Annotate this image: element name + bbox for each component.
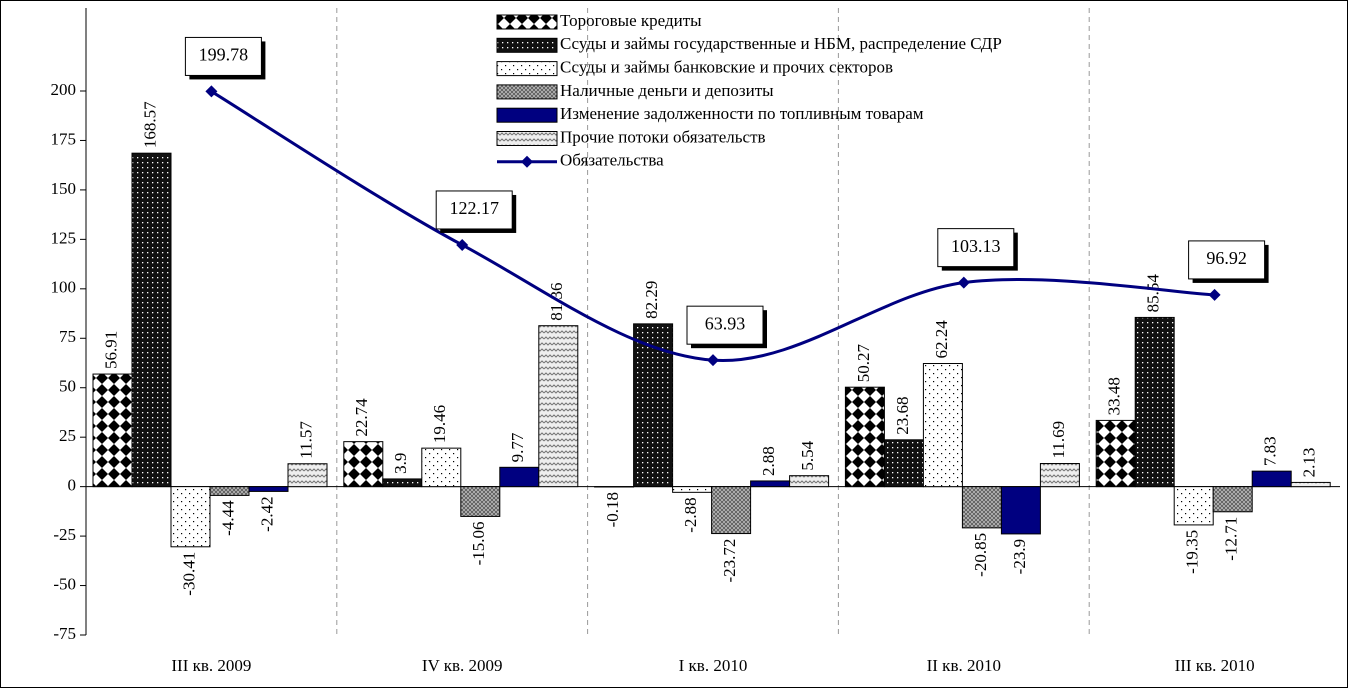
data-label: -23.72 <box>720 539 739 583</box>
y-tick-label: 175 <box>51 129 77 148</box>
legend-swatch <box>521 156 533 168</box>
data-label: -4.44 <box>218 500 237 536</box>
data-label: -2.88 <box>681 497 700 532</box>
bar <box>1291 482 1330 486</box>
bar <box>845 387 884 486</box>
data-label: -15.06 <box>469 521 488 565</box>
bar <box>383 479 422 487</box>
y-tick-label: 25 <box>59 426 76 445</box>
y-tick-label: 100 <box>51 278 77 297</box>
bar <box>1040 464 1079 487</box>
data-label: -19.35 <box>1183 530 1202 574</box>
bar <box>249 487 288 492</box>
y-tick-label: -75 <box>53 624 76 643</box>
bar <box>962 487 1001 528</box>
y-tick-label: 75 <box>59 327 76 346</box>
legend-label: Прочие потоки обязательств <box>560 127 766 146</box>
bar <box>1001 487 1040 534</box>
data-label: 2.13 <box>1300 448 1319 478</box>
data-label: 82.29 <box>642 281 661 319</box>
x-tick-label: IV кв. 2009 <box>422 656 503 675</box>
legend-label: Изменение задолженности по топливным тов… <box>560 104 924 123</box>
data-label: 103.13 <box>951 236 1001 256</box>
bar <box>93 374 132 487</box>
data-label: 85.54 <box>1144 274 1163 313</box>
x-tick-label: I кв. 2010 <box>679 656 748 675</box>
bar <box>1096 420 1135 486</box>
bar <box>923 364 962 487</box>
bar <box>751 481 790 487</box>
data-label: 22.74 <box>352 398 371 437</box>
bar <box>673 487 712 493</box>
bar <box>790 476 829 487</box>
marker <box>456 239 468 251</box>
data-label: 11.57 <box>296 421 315 459</box>
data-label: 81.36 <box>547 282 566 320</box>
data-label: -0.18 <box>603 492 622 527</box>
legend-label: Обязательства <box>560 151 664 170</box>
x-tick-label: II кв. 2010 <box>927 656 1001 675</box>
bar <box>344 442 383 487</box>
marker <box>958 277 970 289</box>
y-tick-label: 50 <box>59 377 76 396</box>
data-label: 62.24 <box>932 320 951 359</box>
legend-label: Наличные деньги и депозиты <box>560 81 774 100</box>
data-label: 5.54 <box>798 440 817 470</box>
marker <box>1209 289 1221 301</box>
data-label: -12.71 <box>1222 517 1241 561</box>
data-label: 33.48 <box>1105 377 1124 415</box>
data-label: -20.85 <box>971 533 990 577</box>
bar <box>539 326 578 487</box>
y-tick-label: -50 <box>53 574 76 593</box>
data-label: 96.92 <box>1206 248 1247 268</box>
bar <box>422 448 461 486</box>
bar <box>884 440 923 487</box>
data-label: 3.9 <box>391 453 410 474</box>
data-label: -2.42 <box>257 496 276 531</box>
bar <box>461 487 500 517</box>
data-label: 7.83 <box>1261 436 1280 466</box>
legend-swatch <box>497 132 557 146</box>
bar <box>712 487 751 534</box>
legend-swatch <box>497 38 557 52</box>
bar <box>288 464 327 487</box>
bar <box>171 487 210 547</box>
bar <box>500 467 539 486</box>
data-label: -30.41 <box>179 552 198 596</box>
y-tick-label: 200 <box>51 80 77 99</box>
data-label: 2.88 <box>759 446 778 476</box>
y-tick-label: -25 <box>53 525 76 544</box>
legend-label: Ссуды и займы банковские и прочих сектор… <box>560 58 893 77</box>
legend-swatch <box>497 108 557 122</box>
data-label: 63.93 <box>705 313 746 333</box>
bar <box>1213 487 1252 512</box>
x-tick-label: III кв. 2009 <box>171 656 251 675</box>
data-label: -23.9 <box>1010 539 1029 574</box>
data-label: 50.27 <box>854 343 873 382</box>
data-label: 23.68 <box>893 397 912 435</box>
data-label: 11.69 <box>1049 421 1068 459</box>
bar <box>1135 317 1174 486</box>
data-label: 168.57 <box>140 101 159 148</box>
data-label: 9.77 <box>508 432 527 462</box>
legend-swatch <box>497 15 557 29</box>
legend-label: Тороговые кредиты <box>560 11 702 30</box>
legend-swatch <box>497 85 557 99</box>
bar <box>210 487 249 496</box>
marker <box>707 354 719 366</box>
data-label: 19.46 <box>430 405 449 443</box>
legend-label: Ссуды и займы государственные и НБМ, рас… <box>560 34 1002 53</box>
data-label: 122.17 <box>449 198 499 218</box>
legend-swatch <box>497 62 557 76</box>
data-label: 199.78 <box>199 45 249 65</box>
bar <box>1252 471 1291 486</box>
x-tick-label: III кв. 2010 <box>1175 656 1255 675</box>
bar <box>1174 487 1213 525</box>
data-label: 56.91 <box>101 331 120 369</box>
y-tick-label: 125 <box>51 228 77 247</box>
bar <box>132 153 171 486</box>
y-tick-label: 0 <box>68 476 77 495</box>
y-tick-label: 150 <box>51 179 77 198</box>
